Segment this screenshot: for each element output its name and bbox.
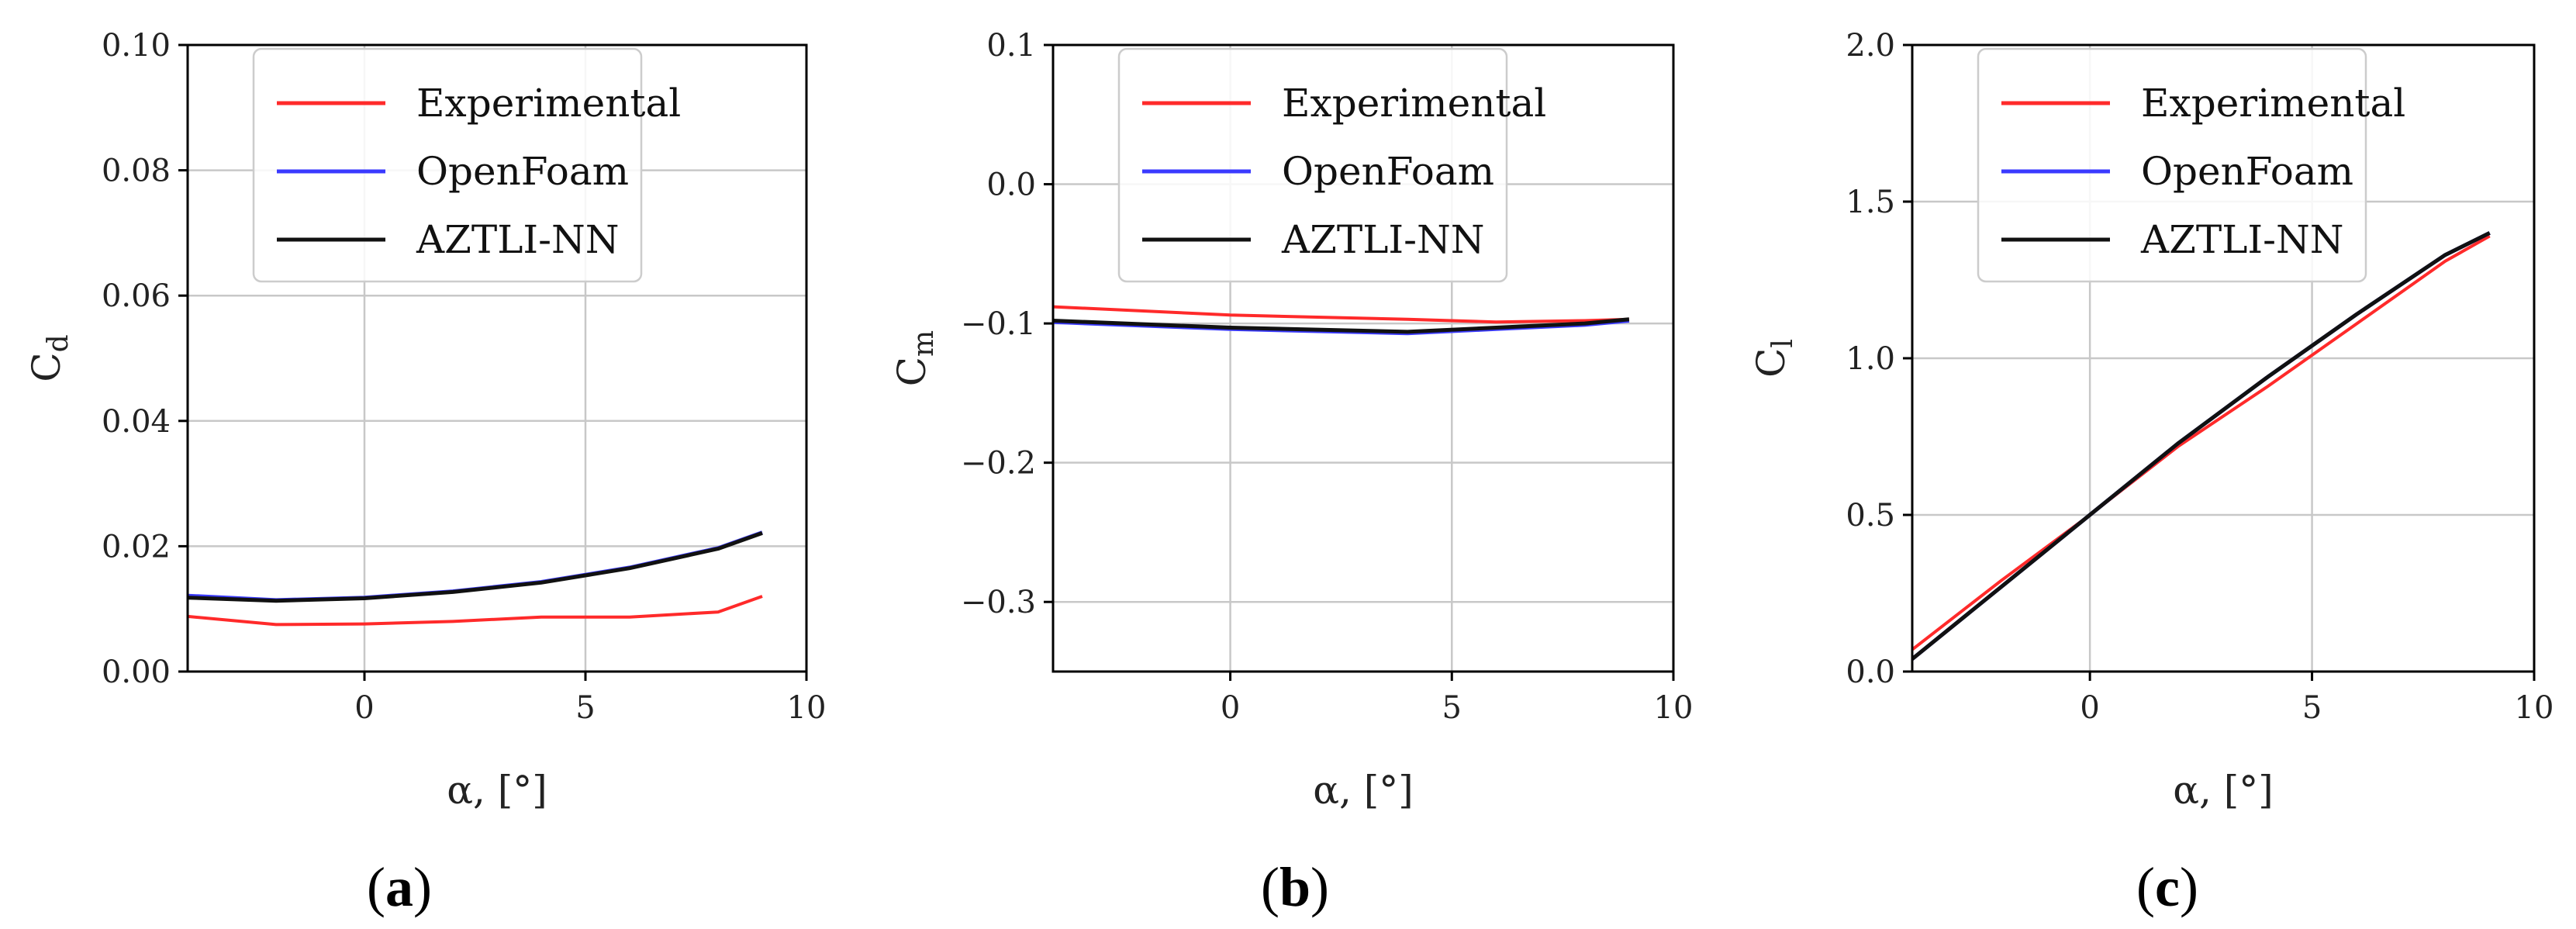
y-tick-label: −0.1 (961, 306, 1036, 342)
legend-box (1117, 47, 1508, 283)
y-tick-label: −0.3 (961, 585, 1036, 620)
x-tick-label: 0 (354, 690, 374, 726)
legend: Experimental OpenFoam AZTLI-NN (252, 47, 681, 283)
legend-label: Experimental (1282, 81, 1546, 126)
legend: Experimental OpenFoam AZTLI-NN (1117, 47, 1546, 283)
series-line-experimental (1052, 305, 1629, 324)
x-tick-label: 10 (787, 690, 827, 726)
y-tick-label: 0.06 (102, 278, 171, 314)
y-tick-label: 1.0 (1846, 341, 1895, 377)
plot-frame (186, 43, 808, 673)
legend-label: AZTLI-NN (1281, 217, 1485, 262)
legend-label: AZTLI-NN (416, 217, 620, 262)
legend-label: Experimental (2141, 81, 2405, 126)
legend-label: OpenFoam (416, 149, 629, 194)
x-tick-label: 5 (1442, 690, 1462, 726)
y-axis-title: Cl (1749, 339, 1799, 378)
x-tick-label: 10 (2515, 690, 2554, 726)
series-line-experimental (1911, 234, 2491, 651)
y-tick-label: 0.1 (986, 28, 1036, 64)
x-tick-label: 0 (1221, 690, 1240, 726)
chart-panel-c: 0 5 10 0.0 0.5 1.0 1.5 2.0 Cl α, [°] Experimental O… (1749, 28, 2554, 918)
x-tick-label: 0 (2080, 690, 2099, 726)
series-line-aztli-nn (187, 531, 763, 603)
y-tick-label: 0.08 (102, 154, 171, 189)
y-tick-label: 0.02 (102, 529, 171, 565)
x-axis-title: α, [°] (2173, 768, 2274, 813)
series-line-aztli-nn (1911, 231, 2491, 661)
legend: Experimental OpenFoam AZTLI-NN (1977, 47, 2405, 283)
y-tick-label: 2.0 (1846, 28, 1895, 64)
panel-caption: (c) (2136, 856, 2198, 918)
x-tick-label: 5 (2302, 690, 2322, 726)
y-tick-label: 0.10 (102, 28, 171, 64)
x-axis-title: α, [°] (447, 768, 547, 813)
series-line-aztli-nn (1052, 317, 1630, 334)
y-tick-label: 0.0 (1846, 654, 1895, 690)
y-axis-title: Cm (889, 330, 940, 386)
legend-label: OpenFoam (2141, 149, 2353, 194)
legend-label: AZTLI-NN (2140, 217, 2344, 262)
y-tick-label: 0.00 (102, 654, 171, 690)
legend-label: Experimental (416, 81, 681, 126)
legend-box (252, 47, 643, 283)
y-tick-label: 0.5 (1846, 498, 1895, 534)
y-tick-label: 0.0 (986, 167, 1036, 203)
chart-panel-a: 0 5 10 0.00 0.02 0.04 0.06 0.08 0.10 Cd α, [°] Expe… (24, 28, 826, 918)
chart-panel-b: 0 5 10 −0.3 −0.2 −0.1 0.0 0.1 Cm α, [°] Experiment… (889, 28, 1693, 918)
series-line-experimental (187, 595, 763, 627)
y-tick-label: 0.04 (102, 404, 171, 440)
panel-caption: (b) (1261, 856, 1329, 918)
y-tick-label: 1.5 (1846, 185, 1895, 220)
legend-box (1977, 47, 2367, 283)
plot-frame (1051, 43, 1675, 673)
series-line-openfoam (1911, 231, 2491, 661)
y-axis-title: Cd (24, 334, 74, 382)
legend-label: OpenFoam (1282, 149, 1494, 194)
x-tick-label: 10 (1654, 690, 1694, 726)
x-tick-label: 5 (575, 690, 595, 726)
x-axis-title: α, [°] (1313, 768, 1414, 813)
panel-caption: (a) (367, 856, 432, 918)
y-tick-label: −0.2 (961, 446, 1036, 482)
